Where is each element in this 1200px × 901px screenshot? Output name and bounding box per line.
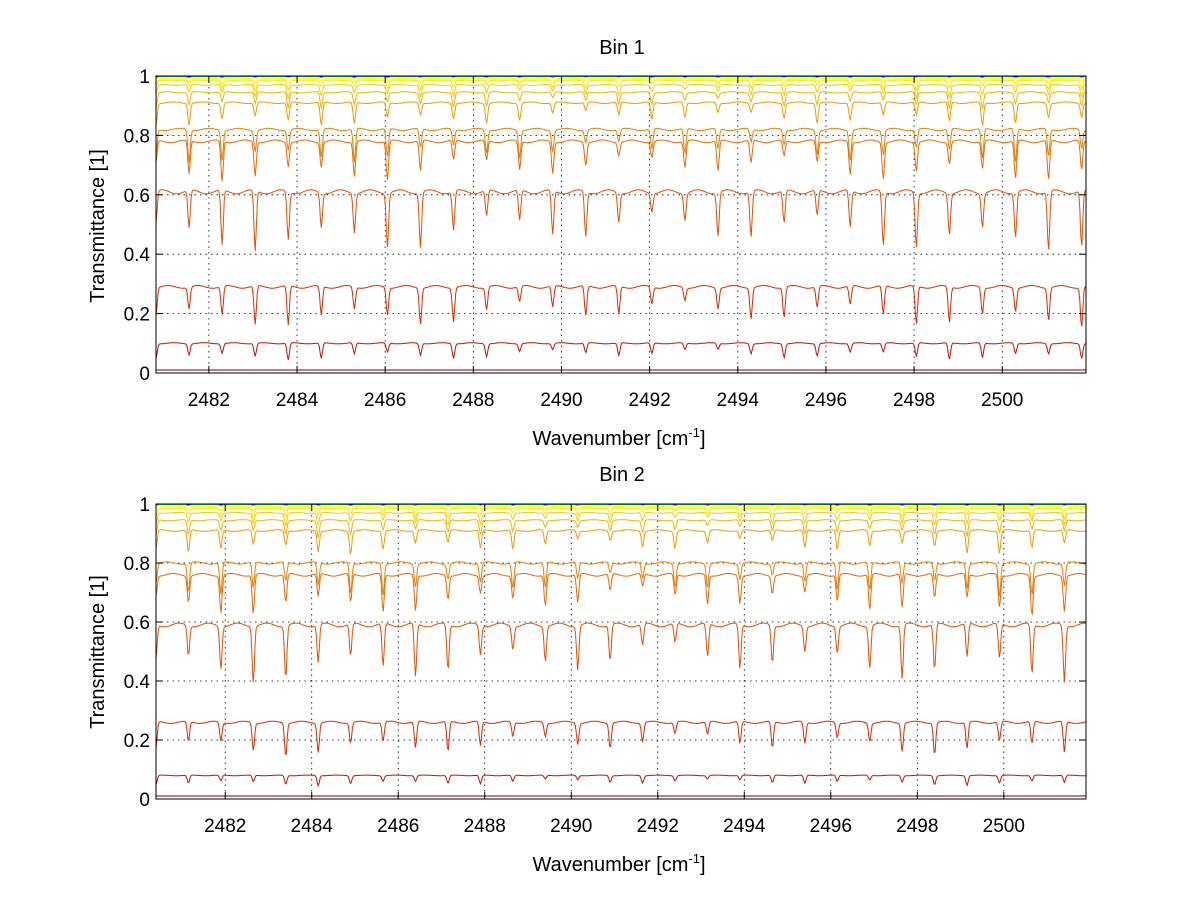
x-tick-label: 2488 [464, 816, 506, 837]
series-line-6 [155, 127, 1087, 163]
series-line-10 [155, 79, 1087, 93]
panel-1-y-ticks: 0 0.2 0.4 0.6 0.8 1 [124, 67, 1086, 385]
panel-1-xlabel-end: ] [700, 428, 706, 450]
y-tick-label: 0.2 [124, 305, 150, 326]
y-tick-label: 0 [139, 364, 150, 385]
panel-2-grid [156, 504, 1086, 799]
panel-2-xlabel-base: Wavenumber [cm [532, 854, 688, 876]
panel-2-axes-frame [155, 503, 1087, 800]
x-tick-label: 2490 [550, 816, 592, 837]
x-tick-label: 2482 [188, 390, 230, 411]
y-tick-label: 1 [139, 67, 150, 88]
x-tick-label: 2490 [540, 390, 582, 411]
panel-1-y-axis-label: Transmittance [1] [87, 149, 109, 303]
series-line-7 [155, 101, 1087, 126]
panel-1-x-axis-label: Wavenumber [cm-1] [532, 425, 705, 450]
series-line-4 [155, 622, 1086, 683]
panel-2-xlabel-superscript: -1 [688, 851, 700, 866]
series-line-5 [155, 139, 1087, 182]
series-line-10 [155, 507, 1087, 521]
series-line-3 [155, 720, 1087, 756]
series-line-12 [155, 504, 1086, 507]
panel-2-y-ticks: 0 0.2 0.4 0.6 0.8 1 [124, 495, 1086, 811]
x-tick-label: 2500 [983, 816, 1025, 837]
series-line-7 [155, 529, 1087, 556]
x-tick-label: 2494 [723, 816, 766, 837]
x-tick-label: 2500 [981, 390, 1023, 411]
series-line-11 [155, 77, 1087, 85]
x-tick-label: 2498 [893, 390, 935, 411]
panel-bin-2: Bin 2 2482 2484 2486 2488 2490 2492 2494 2496 24… [87, 464, 1087, 876]
x-tick-label: 2496 [810, 816, 852, 837]
series-line-8 [155, 91, 1087, 110]
panel-1-title: Bin 1 [599, 37, 645, 59]
series-line-8 [155, 519, 1087, 538]
series-line-9 [155, 83, 1087, 100]
x-tick-label: 2492 [637, 816, 679, 837]
panel-2-xlabel-end: ] [700, 854, 706, 876]
series-line-5 [155, 573, 1087, 615]
y-tick-label: 0.6 [124, 186, 150, 207]
panel-1-xlabel-base: Wavenumber [cm [532, 428, 688, 450]
panel-2-series [155, 503, 1087, 797]
panel-1-series [155, 75, 1087, 371]
panel-2-title: Bin 2 [599, 464, 645, 486]
x-tick-label: 2486 [377, 816, 419, 837]
y-tick-label: 0.8 [124, 126, 150, 147]
x-tick-label: 2496 [805, 390, 847, 411]
y-tick-label: 0.2 [124, 731, 150, 752]
x-tick-label: 2484 [291, 816, 334, 837]
panel-2-y-axis-label: Transmittance [1] [87, 575, 109, 729]
y-tick-label: 0 [139, 790, 150, 811]
panel-1-axes-frame [155, 75, 1087, 374]
x-tick-label: 2492 [629, 390, 671, 411]
series-line-2 [155, 342, 1087, 360]
y-tick-label: 0.6 [124, 613, 150, 634]
x-tick-label: 2484 [276, 390, 319, 411]
y-tick-label: 0.4 [124, 245, 151, 266]
series-line-9 [155, 511, 1086, 527]
series-line-12 [155, 75, 1086, 79]
panel-1-grid [156, 76, 1086, 373]
series-line-11 [155, 505, 1086, 513]
y-tick-label: 0.8 [124, 554, 150, 575]
series-line-6 [155, 561, 1087, 597]
y-tick-label: 1 [139, 495, 150, 516]
series-line-2 [155, 774, 1087, 788]
x-tick-label: 2494 [717, 390, 760, 411]
panel-bin-1: Bin 1 2482 2484 2486 2488 2490 2492 2494 2496 24… [87, 37, 1087, 450]
x-tick-label: 2486 [364, 390, 406, 411]
x-tick-label: 2498 [896, 816, 938, 837]
x-tick-label: 2488 [452, 390, 494, 411]
series-line-4 [155, 189, 1087, 252]
panel-1-x-ticks: 2482 2484 2486 2488 2490 2492 2494 2496 2498 2500 [188, 76, 1023, 411]
x-tick-label: 2482 [204, 816, 246, 837]
y-tick-label: 0.4 [124, 672, 151, 693]
panel-2-x-ticks: 2482 2484 2486 2488 2490 2492 2494 2496 2498 2500 [204, 504, 1025, 837]
panel-2-x-axis-label: Wavenumber [cm-1] [532, 851, 705, 876]
series-line-3 [155, 284, 1087, 327]
panel-1-xlabel-superscript: -1 [688, 425, 700, 440]
